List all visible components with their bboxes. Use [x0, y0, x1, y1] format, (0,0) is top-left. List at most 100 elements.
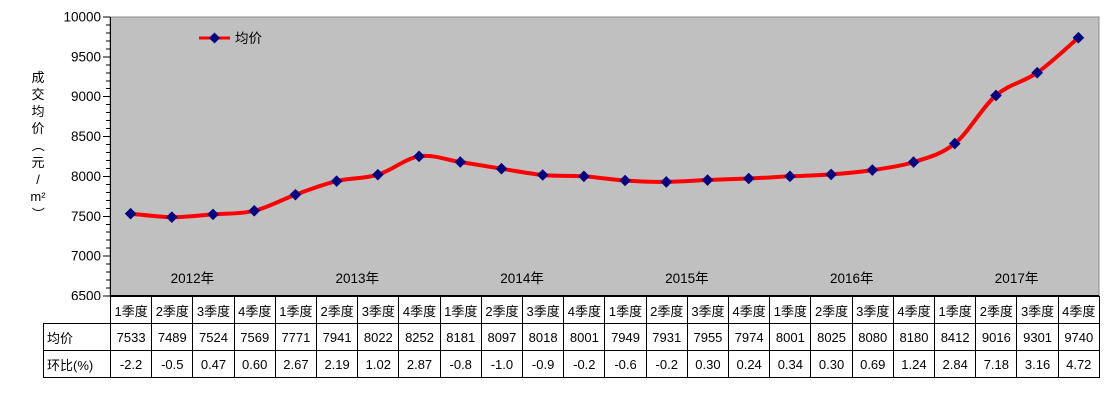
- pct-change-cell: 4.72: [1057, 350, 1100, 378]
- pct-change-cell: 2.87: [398, 350, 441, 378]
- price-cell: 8080: [851, 323, 894, 351]
- pct-change-cell: 0.69: [851, 350, 894, 378]
- pct-change-cell: 3.16: [1016, 350, 1059, 378]
- quarter-header-cell: 4季度: [233, 296, 276, 324]
- row-label: 环比(%): [43, 350, 111, 378]
- pct-change-cell: -0.5: [151, 350, 194, 378]
- price-cell: 8025: [810, 323, 853, 351]
- pct-change-cell: -0.2: [563, 350, 606, 378]
- quarter-header-cell: 1季度: [439, 296, 482, 324]
- price-cell: 8001: [563, 323, 606, 351]
- data-point-marker: [701, 174, 714, 186]
- pct-change-cell: 2.67: [274, 350, 318, 378]
- y-axis-title-char: 成: [31, 70, 44, 85]
- y-axis-title-char: 交: [31, 87, 44, 102]
- data-point-marker: [907, 156, 920, 168]
- legend-marker: [209, 32, 220, 44]
- price-cell: 7533: [109, 323, 153, 351]
- quarter-header-cell: 2季度: [975, 296, 1018, 324]
- year-label: 2017年: [995, 271, 1039, 286]
- chart-data-table: 1季度 2季度 3季度 4季度 1季度 2季度 3季度 4季度 1季度 2季度 3季度 4季度 1季度 2…: [43, 296, 1100, 378]
- quarter-header-cell: 2季度: [480, 296, 524, 324]
- data-point-marker: [248, 204, 261, 217]
- data-point-marker: [372, 168, 384, 181]
- data-point-marker: [784, 170, 796, 183]
- price-cell: 7974: [728, 323, 771, 351]
- year-label: 2013年: [335, 271, 379, 286]
- plot-area: [109, 16, 1100, 297]
- price-cell: 7949: [604, 323, 647, 351]
- pct-change-cell: -0.8: [439, 350, 482, 378]
- y-axis-tick-label: 9500: [71, 49, 101, 64]
- y-axis-title-char: 元: [31, 155, 44, 170]
- price-cell: 8412: [934, 323, 977, 351]
- pct-change-cell: 0.30: [810, 350, 853, 378]
- data-point-marker: [207, 208, 219, 221]
- quarter-header-cell: 3季度: [357, 296, 400, 324]
- price-cell: 7489: [151, 323, 194, 351]
- pct-change-cell: -1.0: [480, 350, 524, 378]
- quarter-header-cell: 1季度: [769, 296, 812, 324]
- data-point-marker: [1031, 66, 1043, 79]
- quarter-header-cell: 1季度: [604, 296, 647, 324]
- quarter-header-cell: 3季度: [192, 296, 235, 324]
- price-cell: 9301: [1016, 323, 1059, 351]
- price-cell: 8001: [769, 323, 812, 351]
- year-label: 2016年: [830, 271, 874, 286]
- price-cell: 7941: [316, 323, 359, 351]
- y-axis-title-char: （: [31, 139, 46, 152]
- y-axis-tick-label: 7500: [71, 209, 101, 224]
- y-axis-title-char: /: [36, 172, 40, 187]
- price-cell: 7931: [645, 323, 688, 351]
- price-cell: 8097: [480, 323, 524, 351]
- quarter-header-cell: 3季度: [686, 296, 730, 324]
- quarter-header-row: 1季度 2季度 3季度 4季度 1季度 2季度 3季度 4季度 1季度 2季度 3季度 4季度 1季度 2…: [44, 296, 1100, 324]
- quarter-header-cell: 3季度: [851, 296, 894, 324]
- data-point-marker: [454, 156, 467, 168]
- quarter-header-cell: 1季度: [274, 296, 318, 324]
- year-label: 2014年: [500, 271, 544, 286]
- data-point-marker: [495, 162, 508, 175]
- data-point-marker: [660, 176, 673, 188]
- price-cell: 8018: [522, 323, 565, 351]
- pct-change-cell: 1.02: [357, 350, 400, 378]
- quarter-header-cell: 4季度: [1057, 296, 1100, 324]
- quarter-header-cell: 2季度: [316, 296, 359, 324]
- row-label: 均价: [43, 323, 111, 351]
- pct-change-cell: -0.6: [604, 350, 647, 378]
- price-cell: 8252: [398, 323, 441, 351]
- price-cell: 7569: [233, 323, 276, 351]
- y-axis-tick-label: 8000: [71, 169, 101, 184]
- quarter-header-cell: 3季度: [1016, 296, 1059, 324]
- legend-label: 均价: [235, 31, 262, 46]
- pct-change-cell: -2.2: [109, 350, 153, 378]
- y-axis-title-char: 均: [31, 104, 44, 119]
- data-point-marker: [330, 175, 343, 187]
- quarter-header-cell: 1季度: [109, 296, 153, 324]
- price-cell: 8181: [439, 323, 482, 351]
- y-axis-tick-label: 6500: [71, 289, 101, 301]
- data-point-marker: [166, 211, 178, 223]
- data-point-marker: [825, 168, 837, 181]
- year-label: 2015年: [665, 271, 709, 286]
- price-cell: 9740: [1057, 323, 1100, 351]
- data-point-marker: [742, 172, 755, 185]
- data-point-marker: [289, 188, 302, 201]
- price-cell: 7955: [686, 323, 730, 351]
- chart-data-table-wrap: 1季度 2季度 3季度 4季度 1季度 2季度 3季度 4季度 1季度 2季度 3季度 4季度 1季度 2…: [43, 296, 1100, 378]
- y-axis-tick-label: 8500: [71, 129, 101, 144]
- data-point-marker: [866, 164, 879, 176]
- pct-change-cell: 0.30: [686, 350, 730, 378]
- quarter-header-cell: 4季度: [398, 296, 441, 324]
- price-chart: 100009500900085008000750070006500成交均价（元/…: [30, 10, 1100, 301]
- data-point-marker: [948, 137, 961, 150]
- pct-change-cell: -0.2: [645, 350, 688, 378]
- price-cell: 9016: [975, 323, 1018, 351]
- pct-change-cell: -0.9: [522, 350, 565, 378]
- pct-change-cell: 0.60: [233, 350, 276, 378]
- quarter-header-cell: 2季度: [151, 296, 194, 324]
- quarter-header-cell: 4季度: [892, 296, 936, 324]
- data-point-marker: [1072, 31, 1085, 44]
- price-cell: 8180: [892, 323, 936, 351]
